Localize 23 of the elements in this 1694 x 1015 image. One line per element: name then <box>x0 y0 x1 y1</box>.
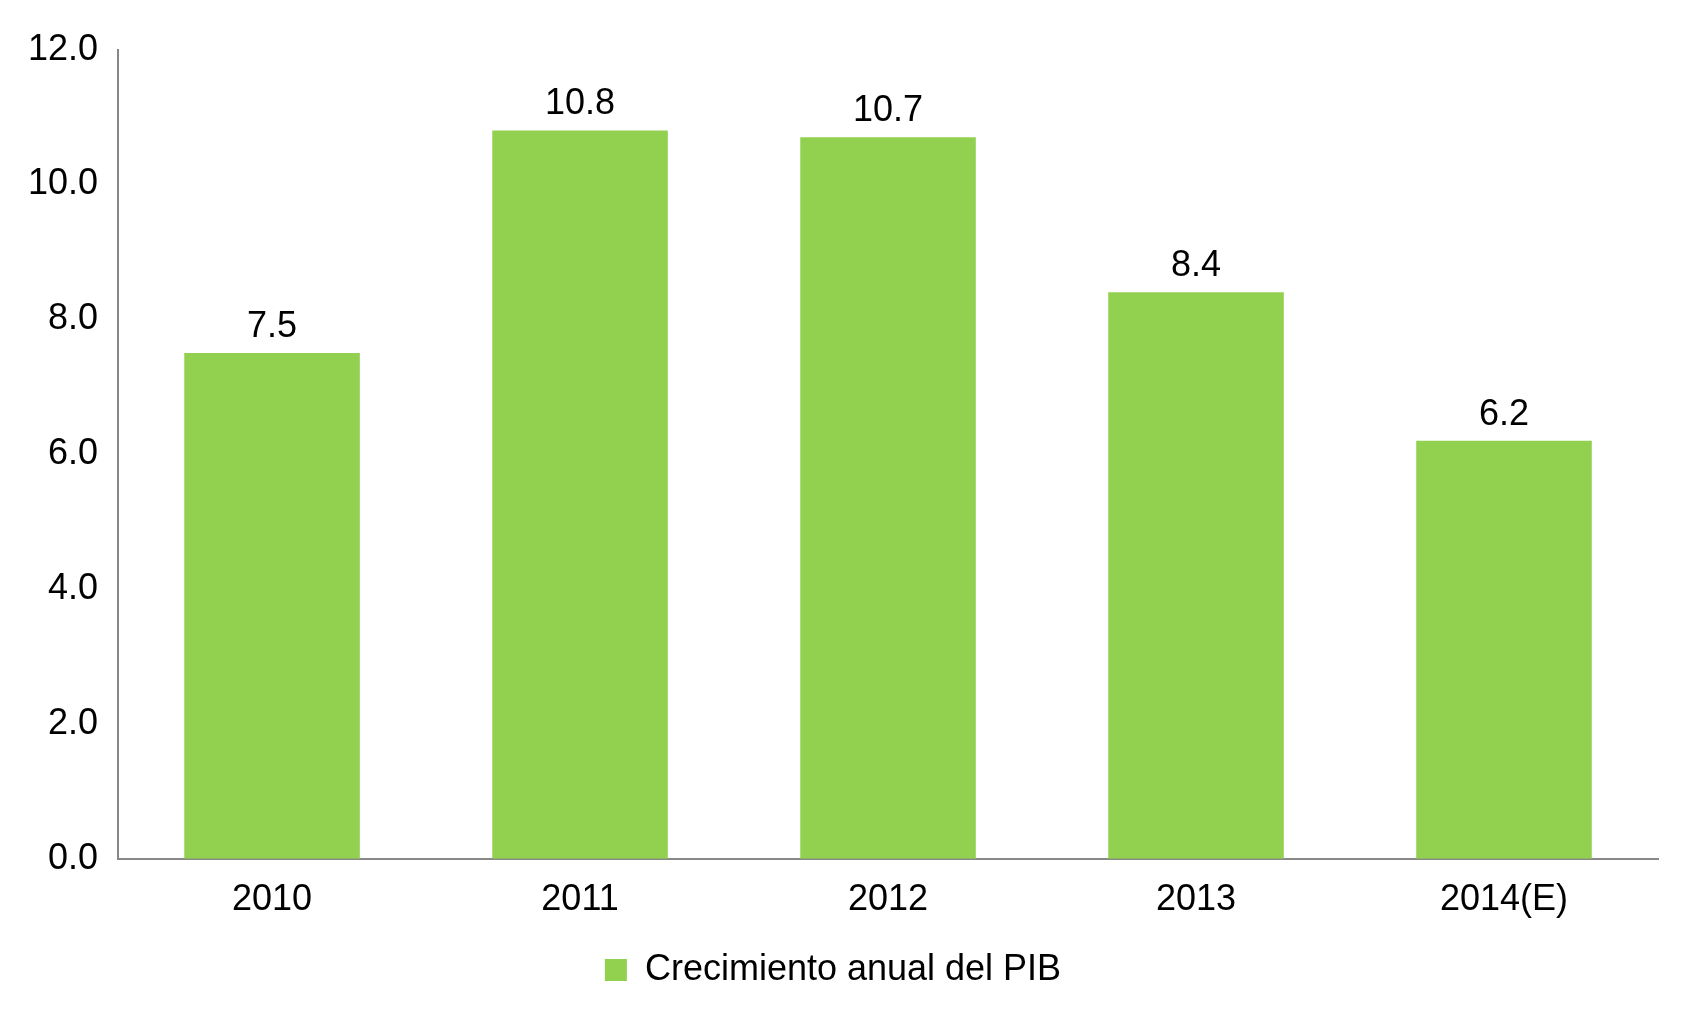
bar <box>492 130 668 859</box>
data-label: 6.2 <box>1478 391 1530 433</box>
data-label: 10.7 <box>852 88 924 130</box>
y-tick-label: 0.0 <box>48 835 99 877</box>
y-tick-label: 6.0 <box>48 431 99 473</box>
y-tick-label: 10.0 <box>27 161 99 203</box>
x-tick-label: 2011 <box>541 877 619 919</box>
x-tick-label: 2013 <box>1155 877 1237 919</box>
data-label: 10.8 <box>545 81 616 123</box>
bar <box>1416 440 1592 859</box>
x-tick-label: 2010 <box>232 877 313 919</box>
data-label: 8.4 <box>1171 243 1222 285</box>
y-tick-label: 4.0 <box>48 565 99 607</box>
x-tick-label: 2014(E) <box>1439 877 1569 919</box>
y-tick-label: 2.0 <box>48 700 99 742</box>
bar <box>800 137 976 859</box>
y-tick-label: 12.0 <box>27 26 99 68</box>
legend-label: Crecimiento anual del PIB <box>644 946 1062 988</box>
bar <box>184 353 360 859</box>
bar <box>1108 292 1284 859</box>
data-label: 7.5 <box>247 303 298 345</box>
x-tick-label: 2012 <box>847 877 929 919</box>
y-tick-label: 8.0 <box>48 296 99 338</box>
